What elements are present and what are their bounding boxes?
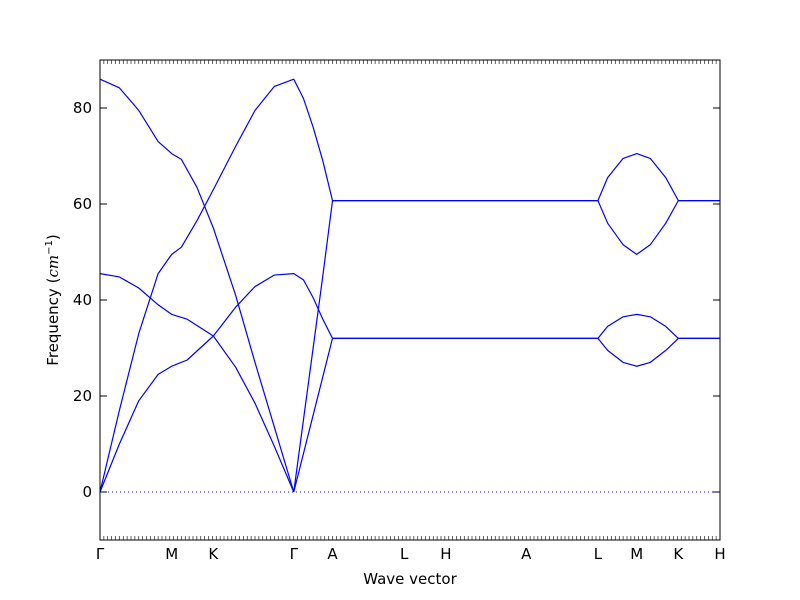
- y-axis-label-unit: cm: [44, 255, 62, 278]
- x-tick-label: M: [630, 545, 643, 563]
- series-line-4: [99, 273, 295, 493]
- series-line-6: [293, 337, 720, 493]
- y-axis-label: Frequency (cm−1): [44, 234, 62, 365]
- x-tick-label: A: [521, 545, 532, 563]
- x-tick-label: L: [400, 545, 409, 563]
- x-tick-label: Γ: [290, 545, 299, 563]
- x-tick-label: Γ: [96, 545, 105, 563]
- series-line-3: [293, 200, 720, 493]
- y-axis-label-open-paren: (: [44, 278, 62, 284]
- y-tick-label: 20: [73, 387, 92, 405]
- plot-frame: [99, 59, 721, 541]
- x-tick-label: H: [714, 545, 725, 563]
- x-tick-label: K: [673, 545, 684, 563]
- y-tick-label: 60: [73, 195, 92, 213]
- y-tick-label: 80: [73, 99, 92, 117]
- y-tick-label: 0: [82, 483, 92, 501]
- y-axis-label-text: Frequency: [44, 288, 62, 366]
- y-tick-label: 40: [73, 291, 92, 309]
- x-tick-label: A: [327, 545, 338, 563]
- series-line-2: [99, 78, 720, 493]
- series-line-1: [99, 78, 295, 493]
- y-axis-label-unit-exponent: −1: [44, 240, 55, 255]
- x-tick-label: H: [440, 545, 451, 563]
- series-layer: [99, 78, 720, 493]
- tick-layer: [99, 60, 721, 540]
- x-tick-label: K: [208, 545, 219, 563]
- x-tick-label: L: [594, 545, 603, 563]
- x-tick-label: M: [165, 545, 178, 563]
- series-line-5: [99, 273, 720, 493]
- y-axis-label-close-paren: ): [44, 234, 62, 240]
- x-axis-label: Wave vector: [363, 570, 457, 588]
- tick-label-layer: 0 20 40 60 80 Γ M K Γ A L H A L M K H: [73, 99, 726, 563]
